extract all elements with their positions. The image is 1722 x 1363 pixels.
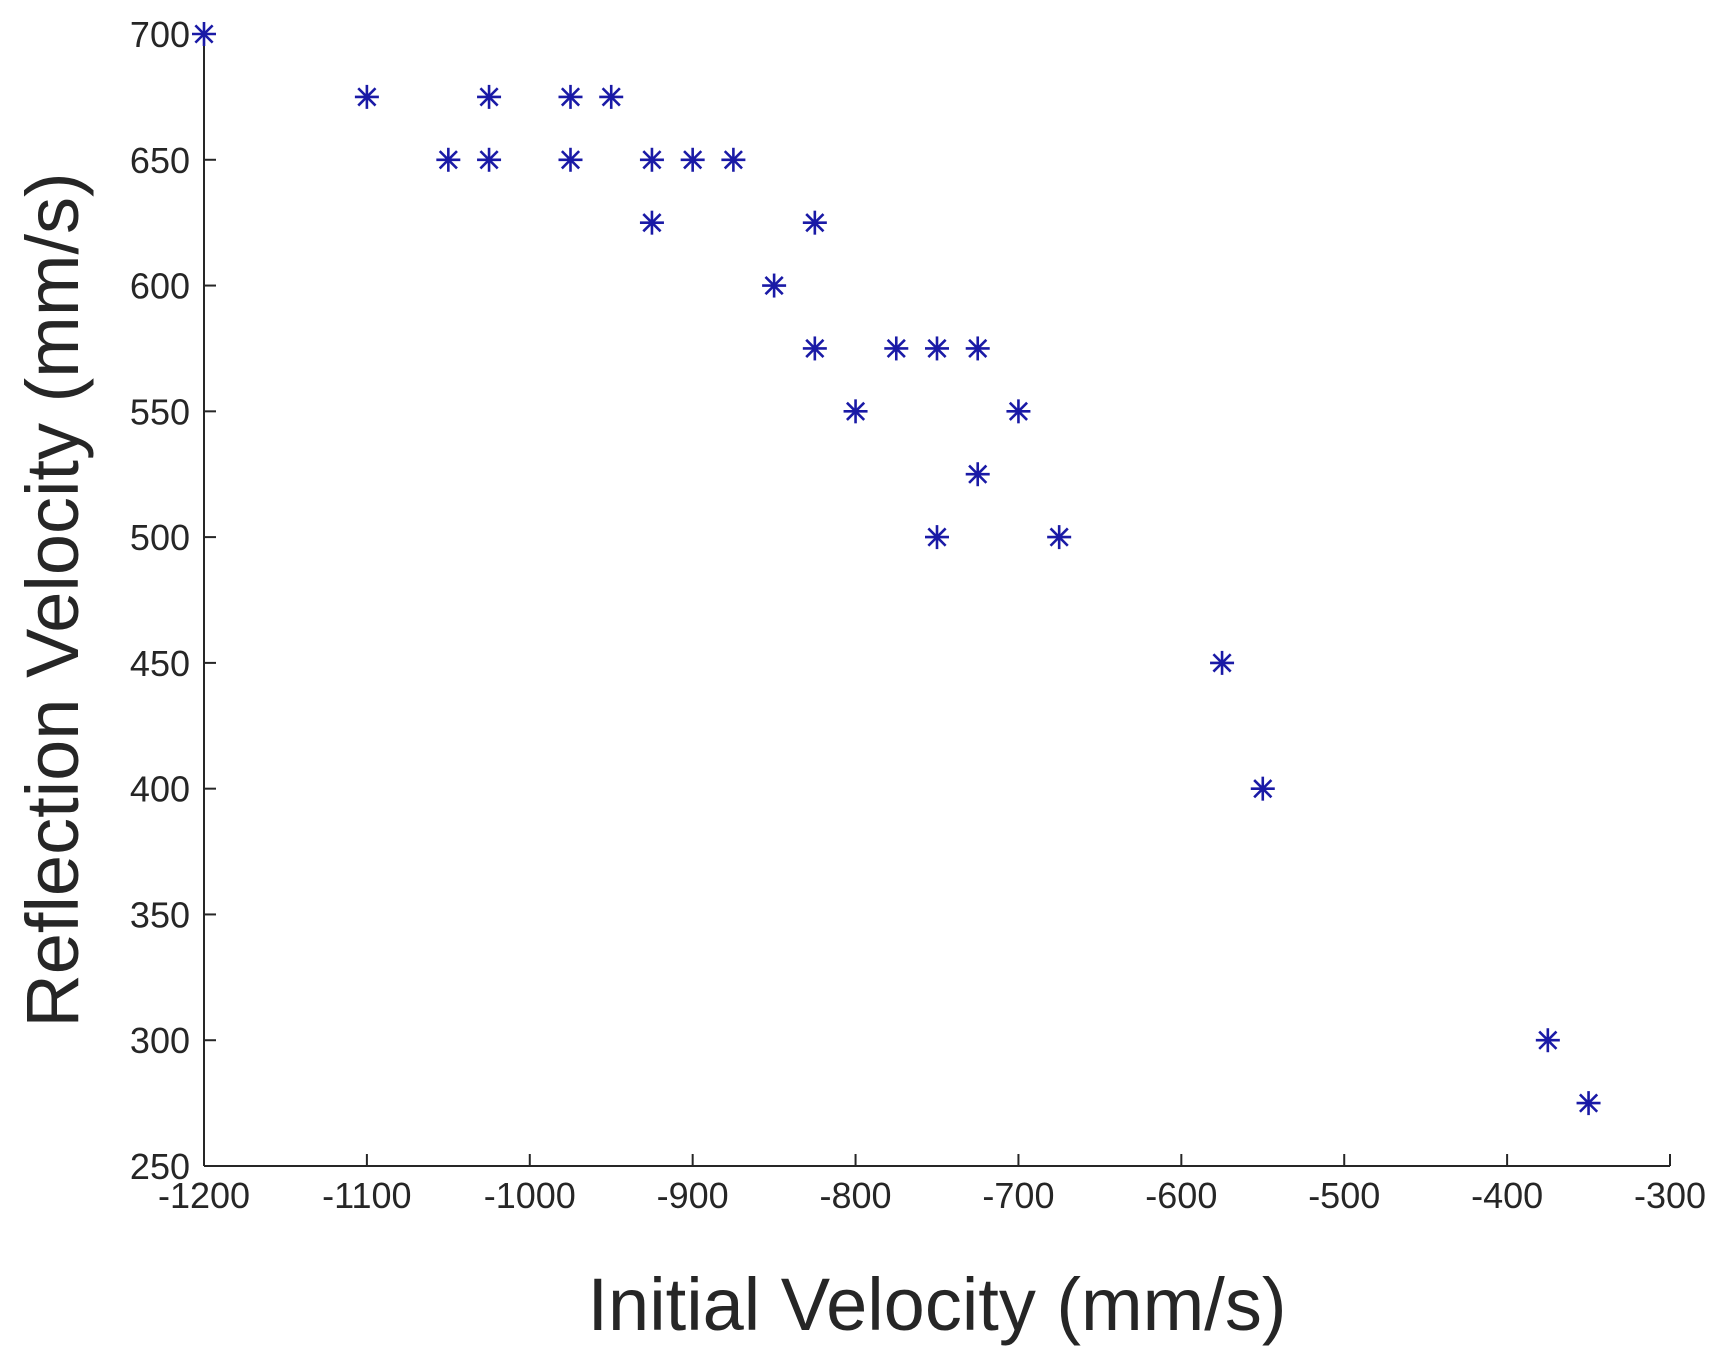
data-point <box>1535 1028 1560 1053</box>
data-point <box>925 336 949 361</box>
data-point <box>1210 650 1235 675</box>
x-tick-label: -300 <box>1634 1175 1706 1216</box>
x-tick-label: -700 <box>982 1175 1054 1216</box>
data-point <box>639 147 664 172</box>
y-tick-label: 600 <box>130 266 190 307</box>
x-axis-title: Initial Velocity (mm/s) <box>587 1263 1286 1346</box>
data-point <box>802 210 827 235</box>
data-point <box>477 84 502 109</box>
x-tick-label: -1200 <box>158 1175 250 1216</box>
data-point <box>965 336 990 361</box>
y-tick-label: 650 <box>130 140 190 181</box>
data-point <box>802 336 827 361</box>
ticks: -1200 -1100 -1000 -900 -800 -700 -600 -500 -400 -… <box>130 14 1706 1216</box>
data-point <box>354 84 379 109</box>
data-points <box>192 22 1601 1116</box>
x-tick-label: -1000 <box>484 1175 576 1216</box>
x-tick-label: -600 <box>1145 1175 1217 1216</box>
x-tick-label: -1100 <box>322 1175 411 1216</box>
data-point <box>843 399 868 424</box>
data-point <box>1250 776 1275 801</box>
data-point <box>965 462 990 487</box>
y-tick-label: 700 <box>130 14 190 55</box>
y-tick-label: 250 <box>130 1146 190 1187</box>
data-point <box>558 84 583 109</box>
data-point <box>639 210 664 235</box>
data-point <box>599 84 624 109</box>
data-point <box>477 147 502 172</box>
y-tick-label: 350 <box>130 894 190 935</box>
x-tick-label: -800 <box>820 1175 892 1216</box>
data-point <box>884 336 909 361</box>
x-tick-label: -400 <box>1471 1175 1543 1216</box>
data-point <box>680 147 705 172</box>
data-point <box>1576 1091 1601 1116</box>
y-tick-label: 400 <box>130 769 190 810</box>
y-tick-label: 300 <box>130 1020 190 1061</box>
y-tick-label: 550 <box>130 391 190 432</box>
data-point <box>192 22 216 46</box>
data-point <box>436 147 461 172</box>
x-tick-label: -900 <box>657 1175 729 1216</box>
y-tick-label: 450 <box>130 643 190 684</box>
data-point <box>1047 525 1072 550</box>
data-point <box>762 273 787 298</box>
y-tick-label: 500 <box>130 517 190 558</box>
data-point <box>1006 399 1031 424</box>
y-axis-title: Reflection Velocity (mm/s) <box>11 172 94 1027</box>
x-tick-label: -500 <box>1308 1175 1380 1216</box>
axes <box>203 34 1670 1167</box>
data-point <box>558 147 583 172</box>
data-point <box>925 525 949 550</box>
data-point <box>721 147 746 172</box>
